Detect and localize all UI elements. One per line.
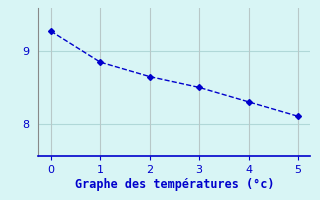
X-axis label: Graphe des températures (°c): Graphe des températures (°c) xyxy=(75,178,274,191)
